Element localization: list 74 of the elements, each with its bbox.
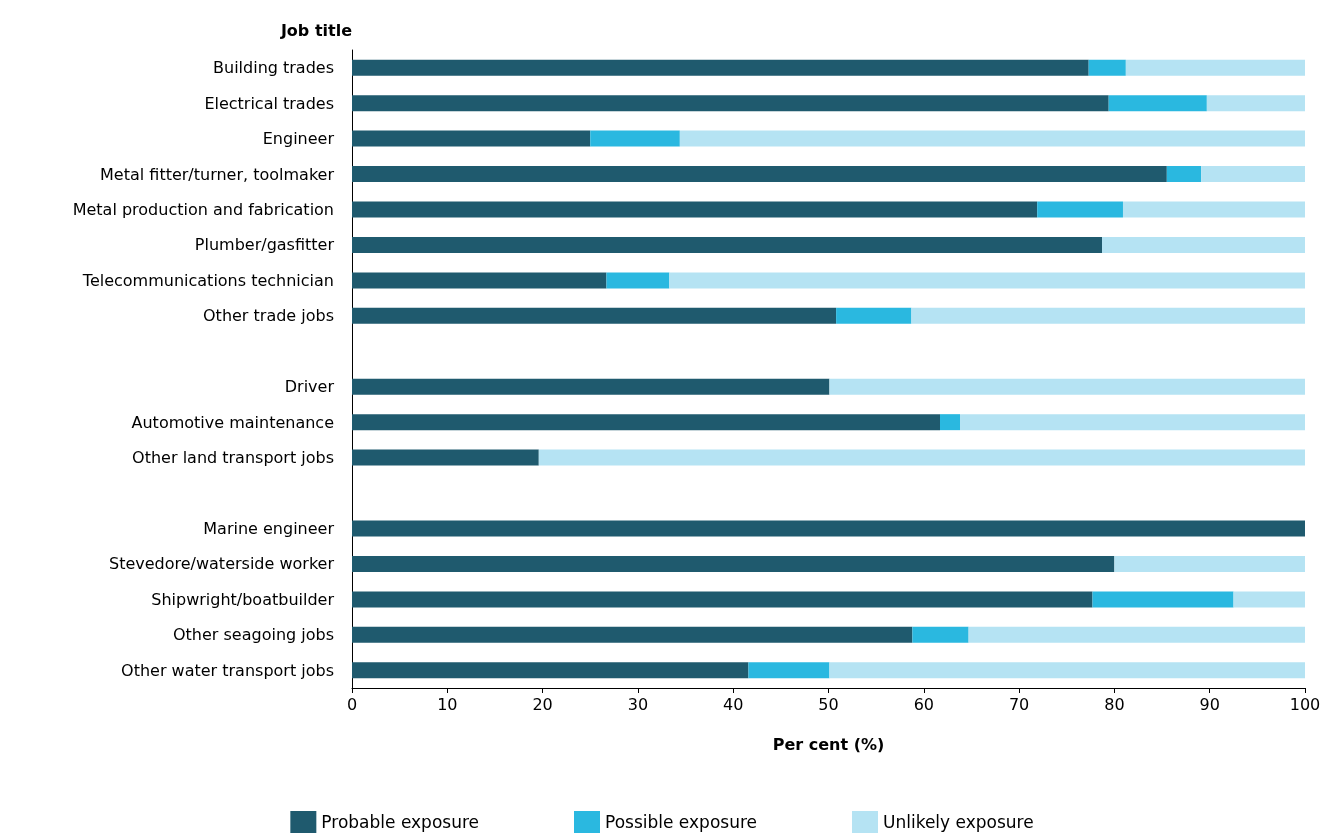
x-tick-label: 80 [1104, 694, 1125, 714]
bar [606, 272, 670, 289]
y-tick-label: Telecommunications technician [81, 270, 334, 290]
y-tick-label: Other water transport jobs [121, 660, 334, 680]
bar [669, 272, 1305, 289]
x-tick-label: 40 [723, 694, 744, 714]
bar [960, 414, 1305, 431]
bar [1201, 166, 1305, 183]
x-axis-title: Per cent (%) [772, 734, 885, 754]
bar [352, 201, 1038, 218]
bar [1114, 555, 1305, 572]
bar [1092, 591, 1234, 608]
bar [352, 626, 913, 643]
y-tick-label: Driver [284, 377, 335, 397]
bar [748, 662, 830, 679]
bar [679, 130, 1305, 147]
bar [1166, 166, 1202, 183]
bar [352, 378, 830, 395]
x-tick-label: 50 [818, 694, 839, 714]
bar [829, 662, 1305, 679]
x-tick-label: 10 [437, 694, 458, 714]
bar [1206, 95, 1305, 112]
bar [940, 414, 961, 431]
y-tick-label: Marine engineer [203, 519, 335, 538]
legend-label: Probable exposure [321, 812, 480, 832]
bar [590, 130, 680, 147]
y-tick-label: Engineer [262, 129, 335, 149]
bar [1108, 95, 1207, 112]
legend-label: Unlikely exposure [882, 812, 1034, 832]
y-tick-label: Metal production and fabrication [72, 200, 334, 219]
bar [829, 378, 1305, 395]
bar [352, 591, 1093, 608]
bar [352, 166, 1167, 183]
bar [352, 662, 749, 679]
y-tick-label: Other trade jobs [203, 306, 334, 326]
x-tick-label: 70 [1008, 694, 1030, 714]
bar [352, 520, 1305, 537]
y-tick-label: Other seagoing jobs [173, 625, 334, 645]
bar [352, 236, 1103, 253]
y-tick-label: Other land transport jobs [132, 448, 334, 468]
bar [538, 449, 1305, 466]
bar [968, 626, 1305, 643]
bar [1122, 201, 1305, 218]
y-tick-label: Metal fitter/turner, toolmaker [100, 164, 335, 184]
bar [352, 95, 1109, 112]
bar [352, 130, 591, 147]
bar [1088, 59, 1126, 76]
bar [352, 414, 940, 431]
x-tick-label: 90 [1199, 694, 1220, 714]
x-tick-label: 60 [913, 694, 934, 714]
bar [911, 307, 1305, 324]
bar [1125, 59, 1305, 76]
y-tick-label: Building trades [213, 58, 334, 78]
bar [352, 272, 607, 289]
bar [352, 59, 1089, 76]
x-tick-label: 20 [532, 694, 553, 714]
y-axis-title: Job title [279, 20, 353, 40]
legend-label: Possible exposure [605, 812, 757, 832]
x-tick-label: 100 [1289, 694, 1321, 714]
y-tick-label: Shipwright/boatbuilder [151, 589, 335, 609]
bar [1102, 236, 1305, 253]
bar [352, 555, 1115, 572]
y-tick-label: Automotive maintenance [131, 412, 334, 432]
bar [352, 449, 539, 466]
x-tick-label: 30 [627, 694, 649, 714]
y-tick-label: Stevedore/waterside worker [108, 554, 335, 574]
bar [352, 307, 837, 324]
bar [836, 307, 912, 324]
y-tick-label: Plumber/gasfitter [194, 235, 335, 255]
bar [1037, 201, 1123, 218]
y-tick-label: Electrical trades [204, 93, 334, 113]
bar [1233, 591, 1305, 608]
x-tick-label: 0 [346, 694, 358, 714]
bar [912, 626, 969, 643]
